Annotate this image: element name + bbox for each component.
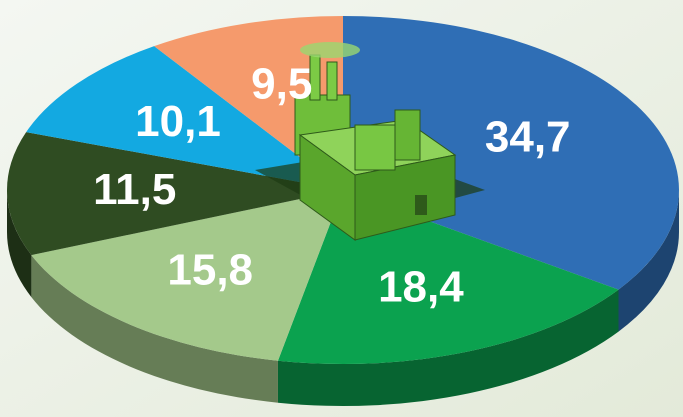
slice-side — [277, 289, 619, 406]
slice-side — [7, 190, 32, 298]
slice — [6, 132, 344, 256]
value-label: 34,7 — [485, 113, 571, 162]
value-label: 18,4 — [378, 263, 464, 312]
slice — [343, 16, 680, 290]
labels: 34,7 18,4 15,8 11,5 10,1 9,5 — [93, 60, 570, 312]
value-label: 15,8 — [167, 246, 253, 295]
slice-side — [618, 190, 679, 332]
slice — [26, 46, 343, 190]
value-label: 9,5 — [251, 60, 312, 109]
slice-side — [31, 255, 278, 403]
value-label: 10,1 — [135, 97, 221, 146]
value-label: 11,5 — [93, 165, 176, 214]
factory-icon — [255, 42, 485, 241]
slice — [31, 190, 344, 361]
